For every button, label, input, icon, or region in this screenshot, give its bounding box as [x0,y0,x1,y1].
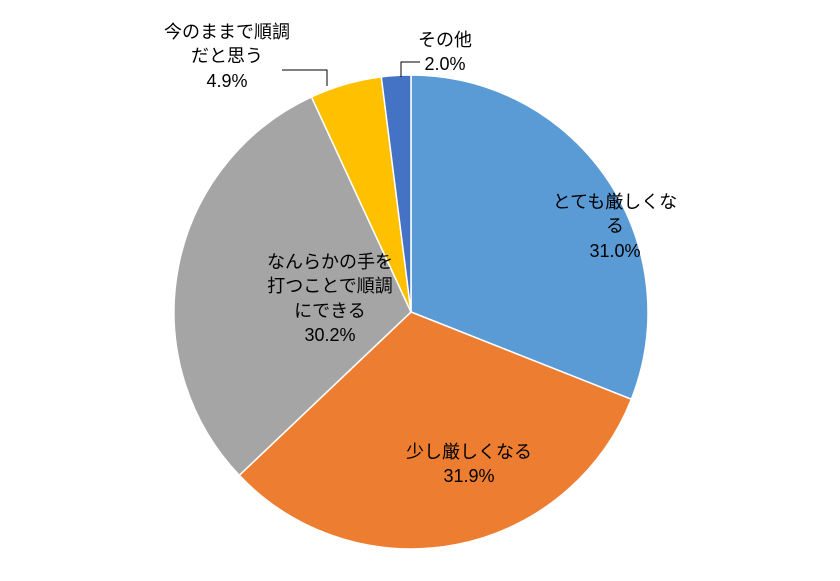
pie-chart-container: とても厳しくな る31.0%少し厳しくなる31.9%なんらかの手を 打つことで順… [0,0,840,581]
pie-chart-svg [0,0,840,581]
leader-line-fine_as_is [282,70,327,86]
